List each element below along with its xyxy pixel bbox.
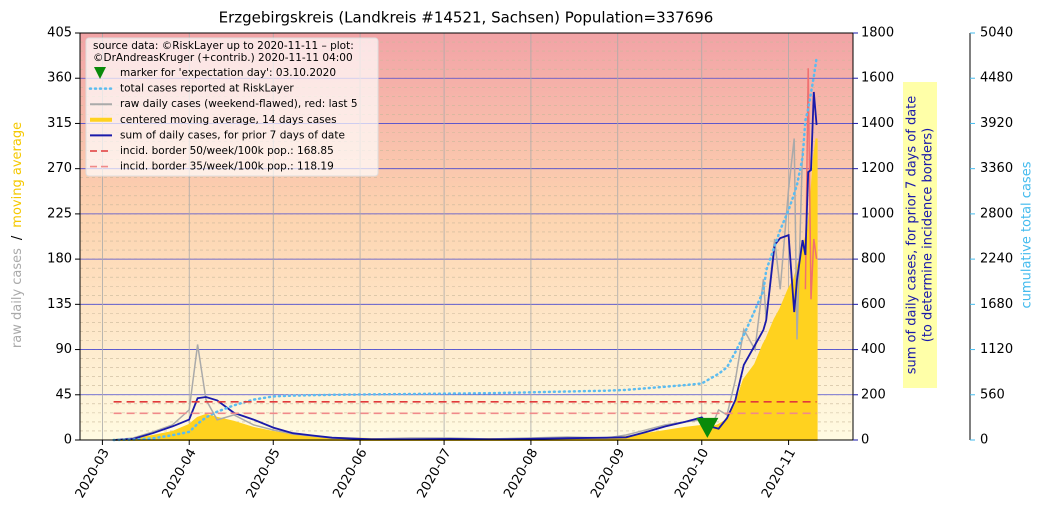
- x-tick-label: 2020-04: [160, 446, 200, 501]
- y-axis-label: raw daily cases / moving average: [10, 122, 25, 348]
- sum-7-days-line: [113, 91, 818, 441]
- legend-marker: [94, 67, 106, 79]
- x-tick-label: 2020-07: [414, 446, 454, 501]
- legend-label: raw daily cases (weekend-flawed), red: l…: [120, 98, 358, 110]
- plot-frame: [79, 32, 854, 441]
- y2-tick-label: 1000: [861, 206, 894, 221]
- raw-daily-line-recent: [804, 68, 818, 300]
- y-tick-label: 180: [47, 252, 72, 267]
- y-tick-label: 225: [47, 206, 72, 221]
- legend-label: incid. border 35/week/100k pop.: 118.19: [120, 161, 334, 173]
- y3-tick-label: 560: [980, 387, 1005, 402]
- y3-tick-label: 3360: [980, 161, 1013, 176]
- y-tick-label: 135: [47, 297, 72, 312]
- x-tick-label: 2020-03: [73, 446, 113, 501]
- y2-tick-label: 800: [861, 252, 886, 267]
- y3-tick-label: 1680: [980, 297, 1013, 312]
- y2-tick-label: 1800: [861, 26, 894, 41]
- legend-label: incid. border 50/week/100k pop.: 168.85: [120, 145, 334, 157]
- y-axis-label-part: moving average: [10, 122, 25, 228]
- y2-axis-label: sum of daily cases, for prior 7 days of …: [905, 96, 920, 375]
- y-tick-label: 315: [47, 116, 72, 131]
- legend-label: marker for 'expectation day': 03.10.2020: [120, 67, 336, 79]
- y-tick-label: 0: [64, 433, 72, 448]
- y2-tick-label: 400: [861, 342, 886, 357]
- y-tick-label: 360: [47, 71, 72, 86]
- y3-tick-label: 2800: [980, 206, 1013, 221]
- y2-tick-label: 0: [861, 433, 869, 448]
- cumulative-line: [112, 56, 818, 442]
- y-tick-label: 90: [55, 342, 72, 357]
- y3-tick-label: 3920: [980, 116, 1013, 131]
- y-tick-label: 270: [47, 161, 72, 176]
- legend-header: source data: ©RiskLayer up to 2020-11-11…: [93, 40, 354, 52]
- legend-label: sum of daily cases, for prior 7 days of …: [120, 129, 345, 141]
- y3-tick-label: 5040: [980, 26, 1013, 41]
- y2-tick-label: 1400: [861, 116, 894, 131]
- legend-label: total cases reported at RiskLayer: [120, 83, 294, 95]
- legend-box: [85, 37, 379, 177]
- chart-title: Erzgebirgskreis (Landkreis #14521, Sachs…: [219, 9, 714, 27]
- y2-axis-label: (to determine incidence borders): [921, 128, 936, 343]
- x-tick-label: 2020-05: [244, 446, 284, 501]
- y-tick-label: 45: [55, 387, 72, 402]
- y3-axis-label: cumulative total cases: [1020, 161, 1035, 308]
- y3-tick-label: 4480: [980, 71, 1013, 86]
- legend-label: centered moving average, 14 days cases: [120, 114, 337, 126]
- y2-tick-label: 1200: [861, 161, 894, 176]
- x-tick-label: 2020-06: [330, 446, 370, 501]
- y3-tick-label: 1120: [980, 342, 1013, 357]
- y2-tick-label: 1600: [861, 71, 894, 86]
- x-tick-label: 2020-09: [588, 446, 628, 501]
- expectation-marker: [696, 417, 719, 438]
- y-axis-label-part: /: [10, 235, 25, 240]
- y3-tick-label: 0: [980, 433, 988, 448]
- x-tick-label: 2020-08: [501, 446, 541, 501]
- y3-tick-label: 2240: [980, 252, 1013, 267]
- y2-label-box: [903, 82, 937, 388]
- x-tick-label: 2020-10: [672, 446, 712, 501]
- legend-header: ©DrAndreasKruger (+contrib.) 2020-11-11 …: [93, 52, 353, 64]
- y2-tick-label: 600: [861, 297, 886, 312]
- x-tick-label: 2020-11: [759, 446, 799, 501]
- y-axis-label-part: raw daily cases: [10, 248, 25, 348]
- y2-tick-label: 200: [861, 387, 886, 402]
- y-tick-label: 405: [47, 26, 72, 41]
